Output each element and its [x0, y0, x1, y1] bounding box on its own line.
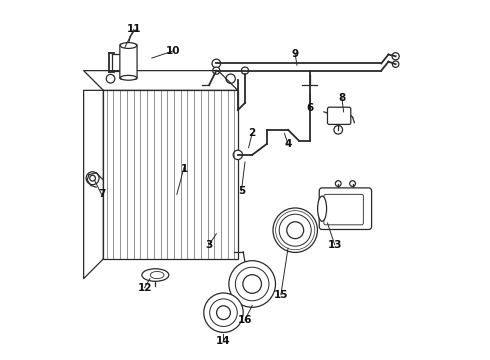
Circle shape: [210, 299, 237, 327]
FancyBboxPatch shape: [120, 44, 137, 79]
Text: 10: 10: [166, 46, 180, 56]
FancyBboxPatch shape: [319, 188, 371, 229]
Text: 8: 8: [338, 93, 345, 103]
Text: 9: 9: [292, 49, 299, 59]
Ellipse shape: [318, 196, 326, 221]
Circle shape: [334, 126, 343, 134]
Circle shape: [217, 306, 230, 320]
Ellipse shape: [120, 75, 137, 80]
Circle shape: [350, 181, 355, 186]
Text: 5: 5: [238, 186, 245, 196]
Circle shape: [106, 75, 115, 83]
Text: 2: 2: [248, 129, 256, 138]
Circle shape: [90, 175, 96, 181]
Circle shape: [273, 208, 318, 252]
Circle shape: [335, 181, 341, 186]
Text: 7: 7: [98, 189, 105, 199]
Text: 6: 6: [306, 103, 313, 113]
Circle shape: [229, 261, 275, 307]
Circle shape: [243, 275, 262, 293]
Circle shape: [233, 150, 243, 159]
Circle shape: [279, 214, 311, 246]
Circle shape: [213, 67, 220, 74]
Text: 13: 13: [327, 239, 342, 249]
Circle shape: [392, 53, 399, 60]
FancyBboxPatch shape: [327, 107, 351, 125]
Ellipse shape: [150, 271, 164, 279]
Circle shape: [242, 67, 248, 74]
Circle shape: [226, 74, 235, 84]
Circle shape: [86, 172, 99, 185]
Circle shape: [204, 293, 243, 332]
Circle shape: [235, 267, 269, 301]
Text: 11: 11: [126, 24, 141, 35]
Text: 15: 15: [273, 290, 288, 300]
Text: 16: 16: [238, 315, 252, 325]
Ellipse shape: [120, 42, 137, 49]
FancyBboxPatch shape: [324, 194, 364, 225]
Circle shape: [287, 222, 304, 239]
Circle shape: [392, 61, 399, 67]
Text: 1: 1: [180, 164, 188, 174]
Text: 12: 12: [137, 283, 152, 293]
Circle shape: [212, 59, 220, 68]
Ellipse shape: [142, 269, 169, 281]
Text: 3: 3: [205, 239, 213, 249]
Text: 4: 4: [284, 139, 292, 149]
Text: 14: 14: [216, 336, 231, 346]
